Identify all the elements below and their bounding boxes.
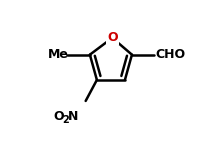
Text: CHO: CHO [156, 48, 186, 61]
Text: N: N [68, 110, 78, 123]
Text: O: O [53, 110, 64, 123]
Text: 2: 2 [63, 115, 69, 125]
Text: O: O [107, 31, 118, 44]
Text: Me: Me [48, 48, 69, 61]
